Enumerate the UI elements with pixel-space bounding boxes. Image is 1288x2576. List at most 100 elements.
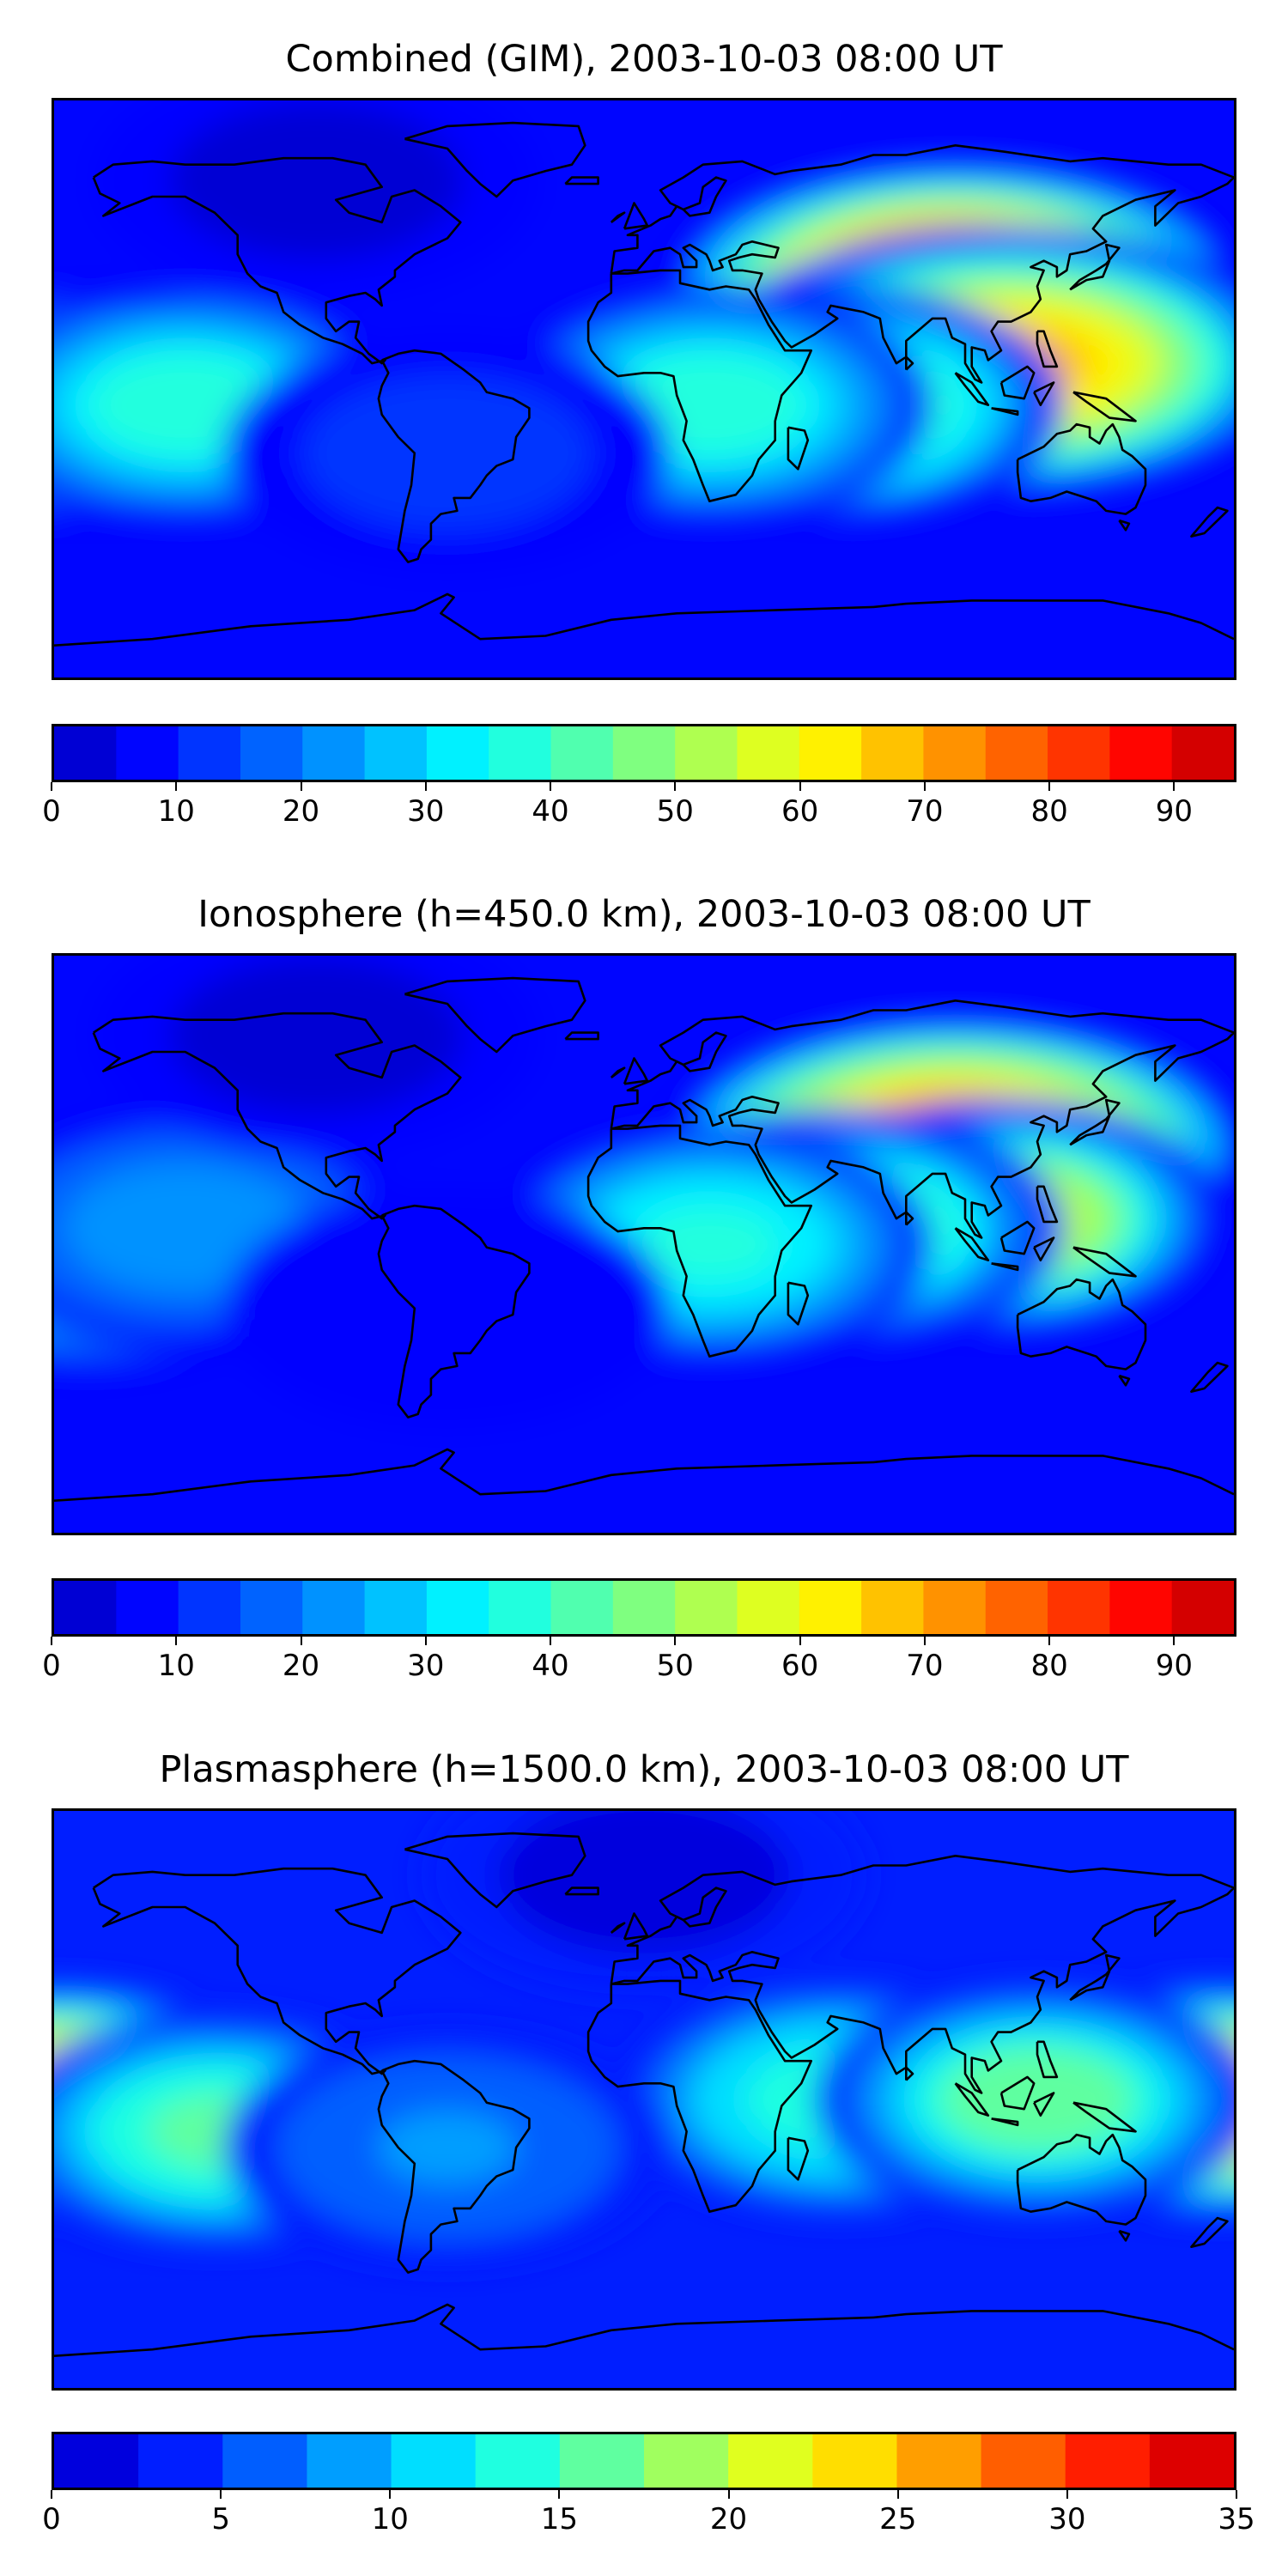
colorbar-swatch-13 xyxy=(861,1581,925,1634)
colorbar-swatch-2 xyxy=(178,1581,241,1634)
coastline-17 xyxy=(1036,330,1059,368)
map-combined xyxy=(52,98,1236,680)
colorbar-swatch-0 xyxy=(54,2434,139,2488)
colorbar-swatch-6 xyxy=(426,1581,489,1634)
colorbar-swatch-8 xyxy=(728,2434,813,2488)
colorbar-tick-mark xyxy=(1048,1637,1051,1645)
colorbar-tick-mark xyxy=(175,782,178,791)
coastline-9 xyxy=(623,1912,649,1941)
colorbar-tick-label: 15 xyxy=(540,2502,579,2537)
coastline-9 xyxy=(623,1057,649,1085)
colorbar-tick-mark xyxy=(51,1637,52,1645)
coastline-17 xyxy=(1036,1185,1059,1224)
coastline-1 xyxy=(377,2059,531,2274)
colorbar-tick-mark xyxy=(923,1637,926,1645)
colorbar-swatch-14 xyxy=(923,1581,987,1634)
colorbar-tick-mark xyxy=(727,2490,730,2499)
coastline-21 xyxy=(904,2066,914,2081)
colorbar-tick-mark xyxy=(175,1637,178,1645)
coastline-15 xyxy=(1033,381,1055,407)
colorbar-tick-mark xyxy=(424,1637,427,1645)
coastline-15 xyxy=(1033,2092,1055,2117)
colorbar-tick-mark xyxy=(300,782,302,791)
coastline-5 xyxy=(54,2303,1234,2357)
colorbar-swatch-16 xyxy=(1048,1581,1110,1634)
colorbar-tick-mark xyxy=(424,782,427,791)
colorbar-ticks-ionosphere: 0 10 20 30 40 50 60 70 80 90 xyxy=(42,1637,1236,1688)
colorbar-tick-mark xyxy=(674,782,677,791)
colorbar-swatch-18 xyxy=(1171,726,1234,780)
coastline-12 xyxy=(954,1227,990,1262)
coastline-18 xyxy=(787,2136,810,2181)
coastline-13 xyxy=(991,2117,1019,2127)
colorbar-tick-label: 40 xyxy=(532,794,569,829)
colorbar-tick-mark xyxy=(558,2490,561,2499)
colorbar-swatch-1 xyxy=(138,2434,223,2488)
coastline-20 xyxy=(1118,1374,1131,1387)
coastline-2 xyxy=(586,1979,813,2214)
coastline-19 xyxy=(1190,506,1229,538)
coastline-5 xyxy=(54,592,1234,647)
colorbar-tick-mark xyxy=(799,1637,801,1645)
colorbar-swatch-1 xyxy=(116,1581,179,1634)
coastline-8 xyxy=(610,1066,626,1078)
field-feature-4-band-7 xyxy=(994,2076,1080,2123)
coastline-0 xyxy=(92,1867,462,2075)
colorbar-tick-mark xyxy=(1048,782,1051,791)
coastline-3 xyxy=(610,1854,1234,2094)
colorbar-swatch-6 xyxy=(426,726,489,780)
field-feature-6-band-7 xyxy=(404,430,490,476)
colorbar-swatch-3 xyxy=(240,726,303,780)
coastline-10 xyxy=(564,1031,599,1041)
field-feature-3-band-7 xyxy=(666,382,753,428)
colorbar-tick-mark xyxy=(1173,782,1176,791)
colorbar-tick-mark xyxy=(1066,2490,1068,2499)
colorbar-swatch-10 xyxy=(896,2434,982,2488)
coastline-18 xyxy=(787,1281,810,1326)
colorbar-swatch-3 xyxy=(240,1581,303,1634)
colorbar-swatch-1 xyxy=(116,726,179,780)
coastline-20 xyxy=(1118,2229,1131,2242)
colorbar-swatch-2 xyxy=(178,726,241,780)
colorbar-tick-mark xyxy=(799,782,801,791)
colorbar-tick-label: 10 xyxy=(157,794,195,829)
colorbar-tick-mark xyxy=(923,782,926,791)
map-plasmasphere xyxy=(52,1808,1236,2391)
colorbar-swatch-14 xyxy=(923,726,987,780)
colorbar-swatch-7 xyxy=(489,1581,552,1634)
colorbar-swatch-12 xyxy=(799,726,862,780)
colorbar-plasmasphere xyxy=(52,2432,1236,2490)
colorbar-tick-label: 60 xyxy=(781,794,819,829)
colorbar-swatch-10 xyxy=(675,726,738,780)
coastline-13 xyxy=(991,407,1019,416)
coastline-16 xyxy=(1072,391,1137,422)
colorbar-tick-label: 50 xyxy=(656,794,694,829)
colorbar-tick-mark xyxy=(1236,2490,1237,2499)
coastline-20 xyxy=(1118,519,1131,532)
coastline-3 xyxy=(610,143,1234,384)
coastline-3 xyxy=(610,999,1234,1239)
coastline-9 xyxy=(623,202,649,230)
coastlines xyxy=(54,1832,1234,2357)
colorbar-swatch-4 xyxy=(302,1581,366,1634)
coastline-21 xyxy=(904,355,914,371)
coastline-16 xyxy=(1072,2101,1137,2133)
colorbar-swatch-5 xyxy=(364,1581,428,1634)
colorbar-swatch-16 xyxy=(1048,726,1110,780)
coastline-21 xyxy=(904,1211,914,1226)
colorbar-tick-label: 0 xyxy=(42,2502,61,2537)
colorbar-tick-mark xyxy=(51,782,52,791)
colorbar-swatch-11 xyxy=(737,726,800,780)
colorbar-tick-label: 25 xyxy=(879,2502,917,2537)
coastline-4 xyxy=(1016,422,1147,515)
coastline-6 xyxy=(404,976,586,1054)
coastline-0 xyxy=(92,1012,462,1220)
colorbar-tick-label: 10 xyxy=(157,1649,195,1683)
coastline-8 xyxy=(610,1922,626,1934)
colorbar-swatch-8 xyxy=(550,1581,614,1634)
coastline-14 xyxy=(999,365,1036,400)
colorbar-ionosphere xyxy=(52,1578,1236,1637)
colorbar-swatch-7 xyxy=(489,726,552,780)
coastline-10 xyxy=(564,1886,599,1896)
coastline-14 xyxy=(999,2075,1036,2111)
